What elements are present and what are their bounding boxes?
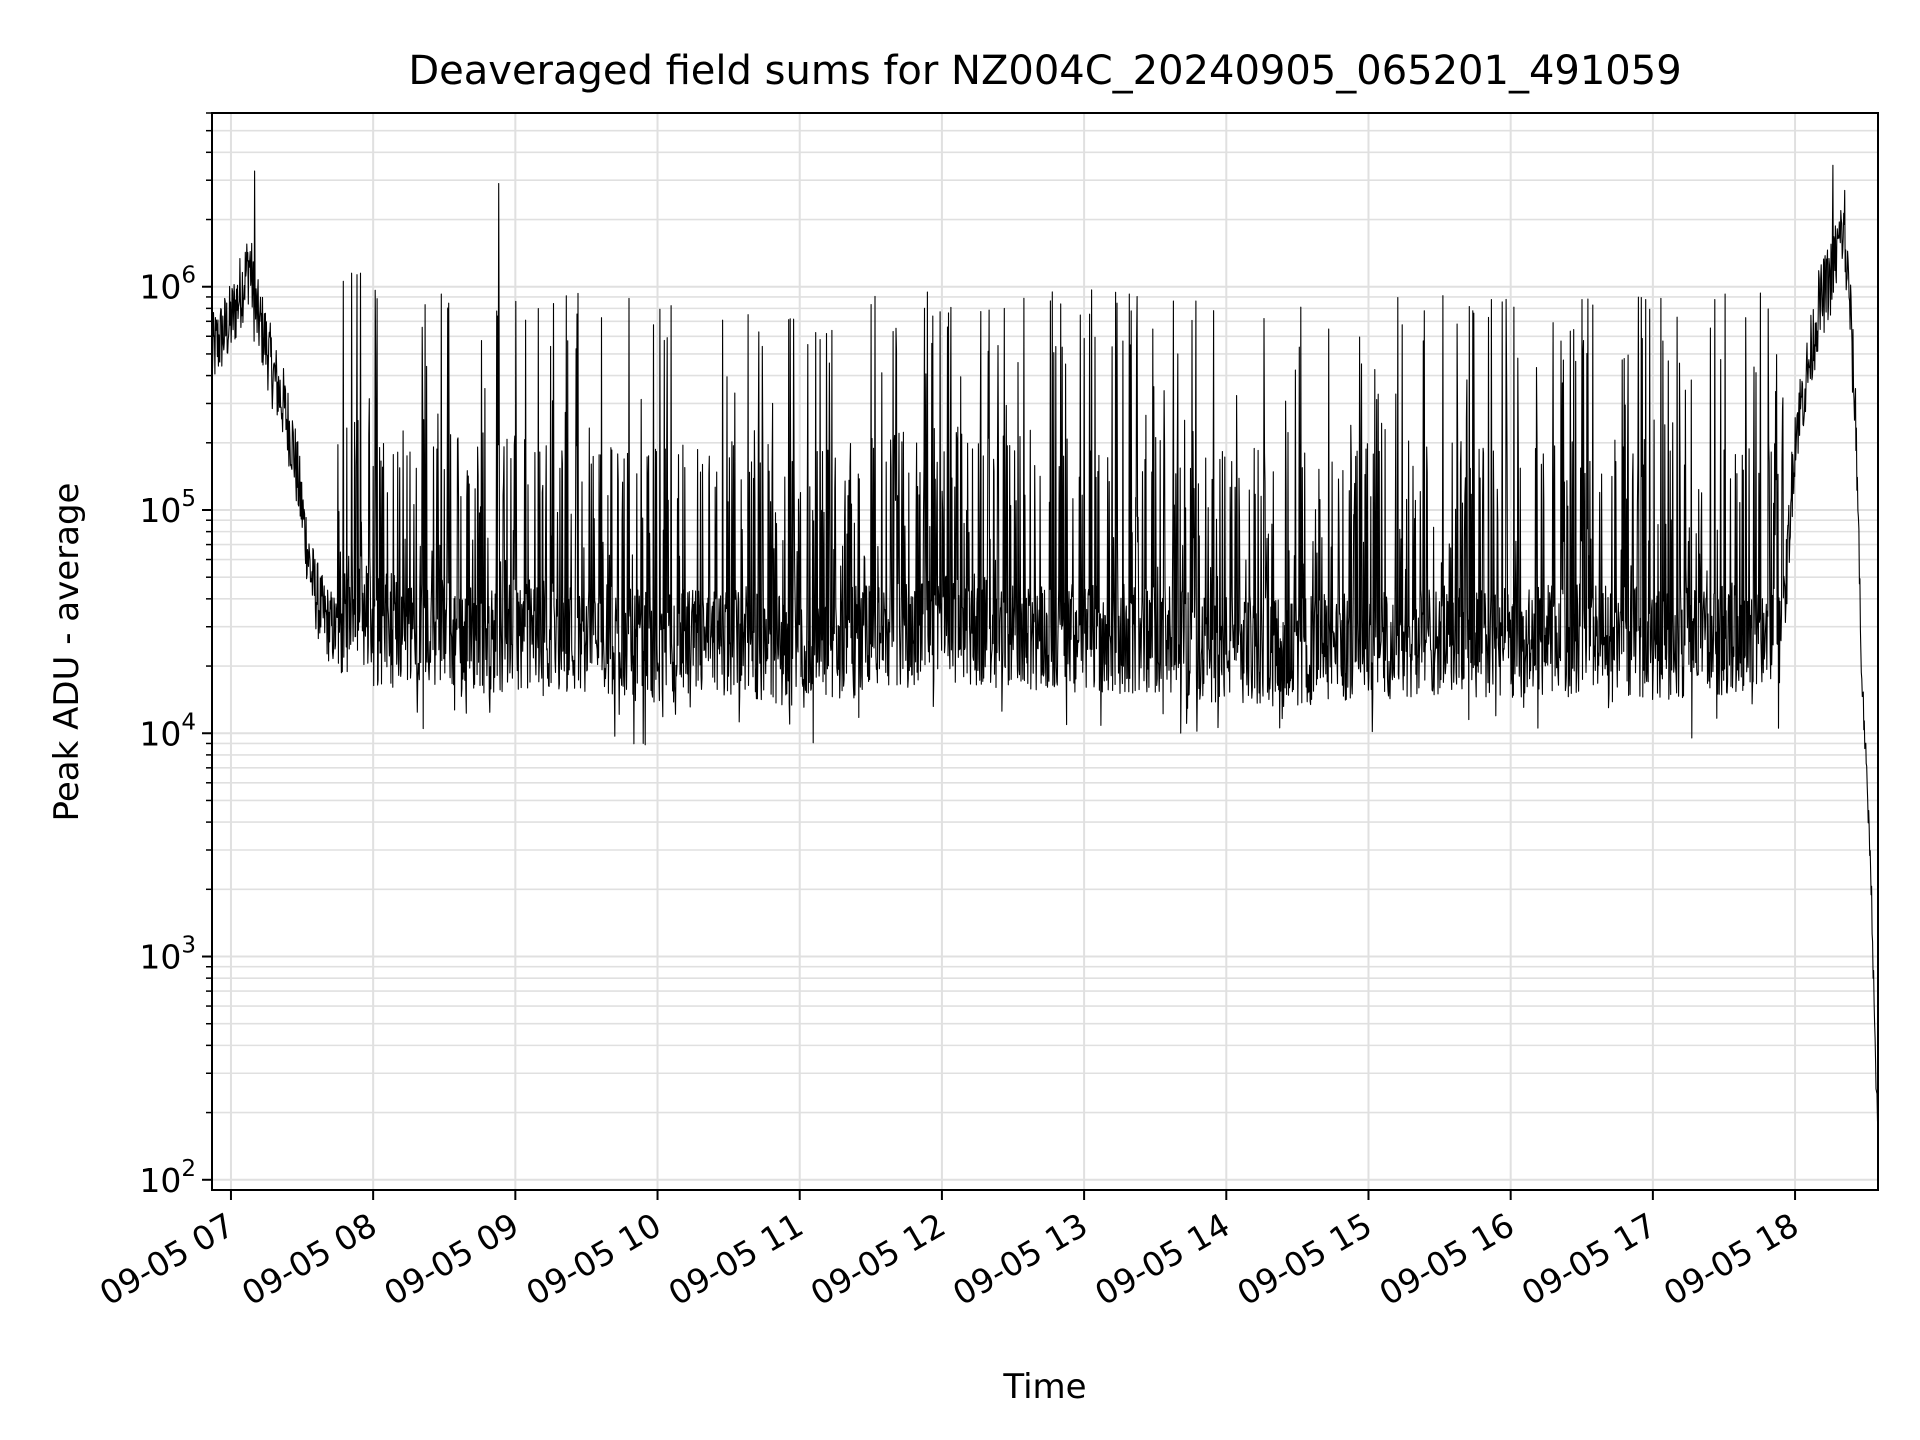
x-tick-label: 09-05 08: [235, 1205, 383, 1313]
x-tick-label: 09-05 12: [804, 1205, 952, 1313]
y-tick-label: 103: [139, 933, 196, 977]
y-tick-label: 106: [139, 263, 196, 307]
x-tick-label: 09-05 16: [1373, 1205, 1521, 1313]
x-tick-label: 09-05 07: [93, 1205, 241, 1313]
x-tick-label: 09-05 18: [1657, 1205, 1805, 1313]
data-series: [211, 164, 1879, 1129]
x-tick-label: 09-05 14: [1088, 1205, 1236, 1313]
plot-frame: [211, 112, 1879, 1191]
x-tick-label: 09-05 11: [662, 1205, 810, 1313]
chart-title: Deaveraged field sums for NZ004C_2024090…: [408, 48, 1681, 94]
y-tick-label: 104: [139, 709, 196, 753]
x-tick-label: 09-05 17: [1515, 1205, 1663, 1313]
x-axis-label: Time: [1002, 1367, 1086, 1407]
x-tick-label: 09-05 09: [377, 1205, 525, 1313]
series-line: [211, 164, 1879, 1129]
y-axis: 102 103 104 105 106: [139, 112, 212, 1200]
x-tick-label: 09-05 13: [946, 1205, 1094, 1313]
y-axis-label: Peak ADU - average: [47, 483, 87, 822]
y-tick-label: 105: [139, 486, 196, 530]
x-tick-label: 09-05 15: [1230, 1205, 1378, 1313]
x-tick-label: 09-05 10: [520, 1205, 668, 1313]
y-tick-label: 102: [139, 1156, 196, 1200]
